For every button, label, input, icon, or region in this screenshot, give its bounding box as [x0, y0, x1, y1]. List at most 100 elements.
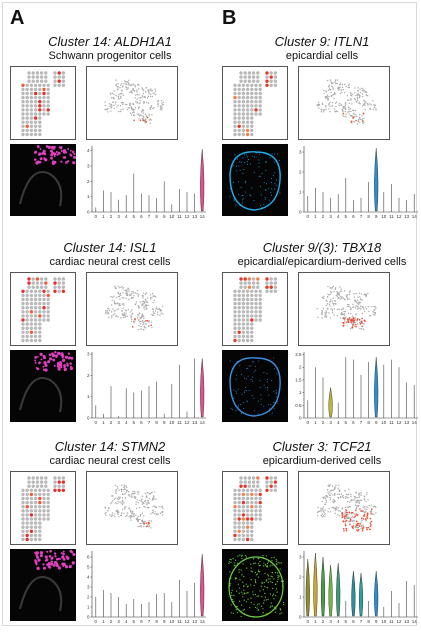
panel-title: Cluster 9: ITLN1	[222, 34, 421, 49]
violin-shape	[336, 562, 341, 617]
y-tick-label: 0.5	[295, 403, 302, 408]
violin-shape	[358, 572, 364, 617]
x-tick-label: 5	[133, 214, 136, 219]
x-tick-label: 14	[200, 420, 206, 425]
gene-name: STMN2	[121, 439, 166, 454]
x-tick-label: 0	[307, 420, 310, 425]
x-tick-label: 4	[337, 214, 340, 219]
y-tick-label: 2	[87, 595, 90, 600]
panel-a2: Cluster 14: ISL1 cardiac neural crest cel…	[10, 240, 210, 435]
y-tick-label: 2	[299, 575, 302, 580]
y-tick-label: 2	[87, 373, 90, 378]
x-tick-label: 11	[389, 619, 394, 624]
y-tick-label: 3	[299, 150, 302, 155]
cluster-label: Cluster 9/(3):	[262, 240, 342, 255]
x-tick-label: 6	[352, 214, 355, 219]
x-tick-label: 4	[125, 420, 128, 425]
y-tick-label: 0	[87, 416, 90, 421]
spatial-spot-map	[222, 66, 288, 140]
panel-letter-b: B	[222, 7, 237, 29]
cell-type-label: epicardial/epicardium-derived cells	[237, 256, 407, 268]
tissue-stain-image	[222, 144, 288, 216]
x-tick-label: 0	[307, 619, 310, 624]
x-tick-label: 6	[140, 214, 143, 219]
cell-type-label: Schwann progenitor cells	[48, 50, 172, 62]
x-tick-label: 4	[125, 619, 128, 624]
violin-shape	[328, 564, 333, 617]
x-tick-label: 4	[337, 420, 340, 425]
tissue-stain-image	[10, 350, 76, 422]
x-tick-label: 6	[140, 420, 143, 425]
x-tick-label: 7	[148, 619, 151, 624]
violin-shape	[200, 358, 205, 418]
tissue-stain-image	[222, 549, 288, 621]
x-tick-label: 8	[367, 619, 370, 624]
y-tick-label: 4	[87, 575, 90, 580]
x-tick-label: 10	[381, 420, 387, 425]
x-tick-label: 8	[367, 214, 370, 219]
tsne-plot	[86, 471, 178, 545]
y-tick-label: 1	[299, 190, 302, 195]
tsne-plot	[298, 66, 390, 140]
violin-plot: 0 1 2 3 0 1 2 3 4 5 6 7 8 9 10 11 12 13 14	[80, 348, 210, 428]
y-tick-label: 1	[87, 394, 90, 399]
x-tick-label: 10	[381, 214, 387, 219]
x-tick-label: 6	[352, 619, 355, 624]
x-tick-label: 9	[375, 619, 378, 624]
x-tick-label: 6	[352, 420, 355, 425]
x-tick-label: 8	[367, 420, 370, 425]
x-tick-label: 0	[95, 420, 98, 425]
x-tick-label: 5	[345, 214, 348, 219]
x-tick-label: 10	[169, 214, 175, 219]
x-tick-label: 5	[345, 420, 348, 425]
x-tick-label: 7	[360, 619, 363, 624]
x-tick-label: 12	[184, 214, 190, 219]
violin-shape	[328, 387, 333, 418]
x-tick-label: 7	[360, 214, 363, 219]
violin-shape	[313, 552, 318, 617]
tsne-plot	[86, 272, 178, 346]
gene-name: TBX18	[341, 240, 382, 255]
cell-type-label: epicardial cells	[285, 50, 359, 62]
cluster-label: Cluster 14:	[48, 34, 115, 49]
x-tick-label: 10	[169, 619, 175, 624]
y-tick-label: 1	[87, 605, 90, 610]
panel-a3: Cluster 14: STMN2 cardiac neural crest ce…	[10, 439, 210, 634]
x-tick-label: 1	[314, 420, 317, 425]
x-tick-label: 7	[148, 420, 151, 425]
violin-plot: 0 1 2 3 0 1 2 3 4 5 6 7 8 9 10 11 12 13 14	[292, 547, 421, 627]
tissue-stain-image	[222, 350, 288, 422]
panel-b1: Cluster 9: ITLN1 epicardial cells 0 1 2 3 0 1 2 3…	[222, 34, 421, 229]
tsne-plot	[298, 471, 390, 545]
x-tick-label: 13	[404, 214, 410, 219]
spatial-spot-map	[222, 471, 288, 545]
x-tick-label: 4	[337, 619, 340, 624]
violin-shape	[320, 556, 326, 617]
y-tick-label: 2.5	[295, 352, 302, 357]
y-tick-label: 2	[299, 170, 302, 175]
panel-a1: Cluster 14: ALDH1A1 Schwann progenitor ce…	[10, 34, 210, 229]
y-tick-label: 3	[299, 555, 302, 560]
panel-title: Cluster 14: ALDH1A1	[10, 34, 210, 49]
x-tick-label: 5	[133, 619, 136, 624]
violin-shape	[200, 149, 205, 212]
x-tick-label: 11	[177, 619, 182, 624]
y-tick-label: 1.5	[295, 377, 302, 382]
violin-plot: 0 1 2 3 4 5 6 0 1 2 3 4 5 6 7 8 9 10 11 12 13 14	[80, 547, 210, 627]
y-tick-label: 6	[87, 555, 90, 560]
x-tick-label: 11	[177, 214, 182, 219]
tsne-plot	[86, 66, 178, 140]
x-tick-label: 4	[125, 214, 128, 219]
y-tick-label: 3	[87, 585, 90, 590]
violin-shape	[374, 147, 379, 212]
x-tick-label: 2	[110, 214, 113, 219]
x-tick-label: 6	[140, 619, 143, 624]
x-tick-label: 10	[381, 619, 387, 624]
x-tick-label: 3	[329, 619, 332, 624]
panel-b2: Cluster 9/(3): TBX18 epicardial/epicardiu…	[222, 240, 421, 435]
x-tick-label: 12	[396, 619, 402, 624]
cell-type-label: epicardium-derived cells	[262, 455, 382, 467]
y-tick-label: 3	[87, 352, 90, 357]
tsne-plot	[298, 272, 390, 346]
violin-plot: 0 0.5 1 1.5 2 2.5 0 1 2 3 4 5 6 7 8 9 10 11 12 13 14	[292, 348, 421, 428]
